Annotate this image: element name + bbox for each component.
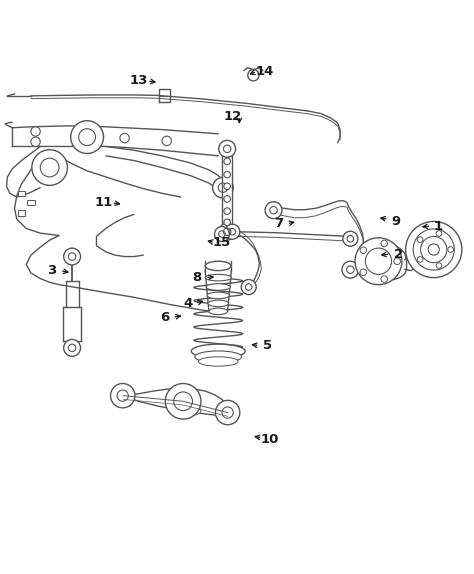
Ellipse shape bbox=[208, 300, 228, 307]
Circle shape bbox=[248, 69, 259, 81]
Circle shape bbox=[360, 269, 366, 276]
Circle shape bbox=[64, 339, 81, 356]
Circle shape bbox=[448, 247, 454, 253]
Circle shape bbox=[219, 141, 236, 157]
Circle shape bbox=[428, 244, 439, 255]
Text: 13: 13 bbox=[129, 75, 148, 87]
Text: 8: 8 bbox=[192, 271, 202, 284]
Ellipse shape bbox=[209, 308, 228, 315]
Circle shape bbox=[436, 231, 442, 236]
Text: 7: 7 bbox=[274, 218, 284, 230]
Circle shape bbox=[417, 237, 423, 242]
Text: 9: 9 bbox=[392, 215, 401, 228]
Circle shape bbox=[32, 150, 67, 185]
Ellipse shape bbox=[71, 130, 103, 143]
Circle shape bbox=[417, 257, 423, 262]
Circle shape bbox=[31, 127, 40, 136]
Circle shape bbox=[219, 223, 236, 240]
Circle shape bbox=[215, 227, 229, 242]
Circle shape bbox=[420, 236, 447, 263]
Circle shape bbox=[224, 208, 230, 215]
Circle shape bbox=[224, 196, 230, 202]
Bar bbox=[222, 149, 232, 231]
Circle shape bbox=[224, 158, 230, 165]
Circle shape bbox=[71, 121, 103, 153]
Circle shape bbox=[64, 248, 81, 265]
Text: 1: 1 bbox=[434, 220, 443, 232]
Circle shape bbox=[165, 383, 201, 419]
Circle shape bbox=[162, 136, 172, 146]
Text: 11: 11 bbox=[94, 196, 113, 209]
Ellipse shape bbox=[195, 351, 242, 363]
Circle shape bbox=[241, 280, 256, 294]
Circle shape bbox=[213, 177, 233, 198]
Text: 12: 12 bbox=[223, 110, 241, 122]
Circle shape bbox=[120, 133, 129, 143]
Circle shape bbox=[110, 383, 135, 408]
Circle shape bbox=[381, 240, 388, 247]
Ellipse shape bbox=[198, 357, 238, 366]
Ellipse shape bbox=[187, 406, 201, 415]
Ellipse shape bbox=[207, 292, 229, 298]
Text: 5: 5 bbox=[263, 339, 272, 352]
Circle shape bbox=[436, 263, 442, 269]
Circle shape bbox=[31, 137, 40, 146]
Circle shape bbox=[355, 238, 402, 285]
Circle shape bbox=[265, 201, 282, 219]
Circle shape bbox=[224, 171, 230, 178]
Text: 14: 14 bbox=[256, 65, 274, 78]
Ellipse shape bbox=[206, 284, 230, 290]
Bar bbox=[18, 191, 25, 196]
Polygon shape bbox=[124, 388, 228, 416]
Text: 6: 6 bbox=[160, 311, 169, 324]
Circle shape bbox=[394, 258, 401, 265]
Circle shape bbox=[406, 222, 462, 278]
Ellipse shape bbox=[205, 274, 231, 281]
Circle shape bbox=[224, 183, 230, 189]
Bar bbox=[18, 210, 25, 216]
Text: 15: 15 bbox=[213, 236, 231, 249]
Circle shape bbox=[381, 276, 388, 282]
Ellipse shape bbox=[191, 344, 245, 358]
Text: 4: 4 bbox=[183, 297, 192, 310]
Circle shape bbox=[343, 231, 358, 246]
Circle shape bbox=[216, 400, 240, 425]
Text: 10: 10 bbox=[261, 433, 279, 446]
Ellipse shape bbox=[205, 261, 231, 270]
Circle shape bbox=[342, 261, 359, 278]
Text: 2: 2 bbox=[394, 248, 403, 261]
Circle shape bbox=[224, 219, 230, 226]
Bar bbox=[27, 200, 35, 205]
Ellipse shape bbox=[169, 405, 183, 413]
Text: 3: 3 bbox=[47, 264, 56, 277]
Circle shape bbox=[360, 247, 366, 254]
Circle shape bbox=[225, 224, 240, 239]
